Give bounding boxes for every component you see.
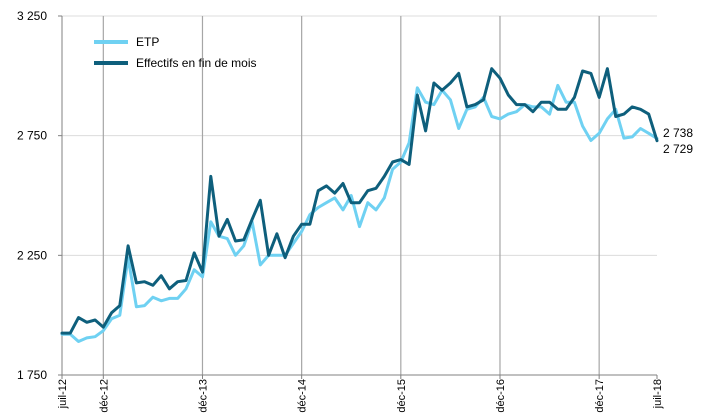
end-value-labels: 2 738 2 729 xyxy=(663,126,693,156)
x-axis-ticks: juil-12 déc-12 déc-13 déc-14 déc-15 déc-16 déc… xyxy=(57,375,664,413)
end-label-effectifs: 2 729 xyxy=(663,142,693,156)
x-tick-label-4: déc-15 xyxy=(396,379,408,413)
legend-label-effectifs: Effectifs en fin de mois xyxy=(136,56,257,70)
x-tick-label-5: déc-16 xyxy=(495,379,507,413)
x-tick-label-1: déc-12 xyxy=(98,379,110,413)
x-tick-label-6: déc-17 xyxy=(594,379,606,413)
legend: ETP Effectifs en fin de mois xyxy=(94,35,257,70)
axes xyxy=(61,16,657,376)
legend-label-etp: ETP xyxy=(136,35,159,49)
series-line-0 xyxy=(60,83,659,343)
x-tick-label-3: déc-14 xyxy=(297,379,309,413)
series-lines xyxy=(60,67,659,343)
y-tick-label-0: 1 750 xyxy=(17,368,47,382)
y-tick-label-2: 2 750 xyxy=(17,129,47,143)
y-tick-label-3: 3 250 xyxy=(17,9,47,23)
end-label-etp: 2 738 xyxy=(663,126,693,140)
x-tick-label-2: déc-13 xyxy=(197,379,209,413)
gridlines xyxy=(62,15,657,376)
series-line-1 xyxy=(60,67,659,335)
y-axis-ticks: 1 750 2 250 2 750 3 250 xyxy=(17,9,62,382)
x-tick-label-7: juil-18 xyxy=(652,379,664,409)
x-tick-label-0: juil-12 xyxy=(57,379,69,409)
y-tick-label-1: 2 250 xyxy=(17,248,47,262)
